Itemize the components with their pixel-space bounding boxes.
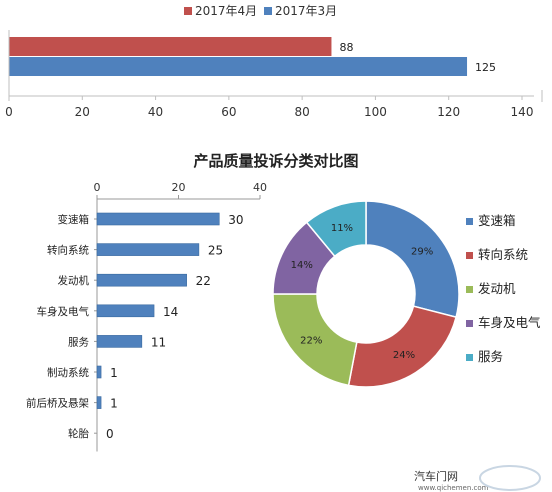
slice-value-label: 14% bbox=[291, 260, 313, 271]
complaint-donut-chart: 29% 24% 22% 14% 11% bbox=[272, 200, 460, 388]
bar bbox=[96, 212, 220, 226]
top-bar-chart: 88 125 0 20 40 60 80 100 120 140 bbox=[5, 30, 543, 119]
bar-value-label: 0 bbox=[106, 427, 114, 441]
category-label: 前后桥及悬架 bbox=[26, 397, 89, 410]
legend-label-apr: 2017年4月 bbox=[195, 4, 257, 18]
category-label: 制动系统 bbox=[47, 366, 89, 379]
x-tick-label: 120 bbox=[437, 105, 460, 119]
watermark-brand: 汽车门网 bbox=[414, 469, 458, 483]
x-tick-label: 0 bbox=[5, 105, 13, 119]
category-label: 发动机 bbox=[58, 274, 90, 287]
bar-value-label: 88 bbox=[339, 41, 353, 54]
bar-value-label: 1 bbox=[110, 366, 118, 380]
category-label: 轮胎 bbox=[68, 427, 89, 440]
bar-value-label: 1 bbox=[110, 397, 118, 411]
bar-mar bbox=[9, 57, 468, 76]
bar-value-label: 125 bbox=[475, 61, 496, 74]
category-label: 车身及电气 bbox=[37, 305, 90, 318]
chart-title: 产品质量投诉分类对比图 bbox=[193, 152, 358, 170]
slice-value-label: 11% bbox=[331, 223, 353, 234]
legend-label: 转向系统 bbox=[478, 247, 528, 262]
watermark-url: www.qichemen.com bbox=[418, 484, 489, 492]
x-tick-label: 100 bbox=[364, 105, 387, 119]
x-tick-label: 20 bbox=[75, 105, 90, 119]
legend-swatch bbox=[466, 252, 473, 259]
legend-swatch bbox=[466, 354, 473, 361]
bar-value-label: 30 bbox=[228, 213, 243, 227]
watermark-logo-icon bbox=[479, 465, 541, 491]
bar bbox=[96, 365, 102, 379]
legend-label: 变速箱 bbox=[478, 213, 516, 228]
legend-swatch-mar bbox=[264, 7, 272, 15]
x-tick-label: 40 bbox=[253, 181, 267, 194]
x-tick-label: 140 bbox=[511, 105, 534, 119]
legend-label: 车身及电气 bbox=[478, 315, 541, 330]
legend-label-mar: 2017年3月 bbox=[275, 4, 337, 18]
bar-apr bbox=[9, 37, 332, 56]
bar-value-label: 11 bbox=[151, 335, 166, 349]
legend-label: 发动机 bbox=[478, 281, 516, 296]
bar bbox=[96, 304, 155, 318]
donut-slice bbox=[305, 200, 367, 258]
category-label: 服务 bbox=[68, 335, 89, 348]
slice-value-label: 29% bbox=[411, 246, 433, 257]
top-legend: 2017年4月 2017年3月 bbox=[184, 4, 337, 18]
legend-swatch bbox=[466, 286, 473, 293]
bar bbox=[96, 243, 200, 256]
x-tick-label: 20 bbox=[172, 181, 186, 194]
slice-value-label: 24% bbox=[393, 350, 415, 361]
x-tick-label: 0 bbox=[94, 181, 101, 194]
watermark: 汽车门网 www.qichemen.com bbox=[414, 465, 541, 492]
x-tick-label: 60 bbox=[221, 105, 236, 119]
donut-slice bbox=[347, 305, 457, 388]
bar-value-label: 22 bbox=[196, 274, 211, 288]
legend-label: 服务 bbox=[478, 349, 503, 364]
bar-value-label: 14 bbox=[163, 305, 178, 319]
x-tick-label: 40 bbox=[148, 105, 163, 119]
category-label: 转向系统 bbox=[47, 244, 89, 257]
legend-swatch bbox=[466, 218, 473, 225]
bar bbox=[96, 273, 187, 287]
bar-value-label: 25 bbox=[208, 244, 223, 258]
complaint-bar-chart: 0 20 40 变速箱 30 转向系统 25 发动机 22 车身及电气 14 服务 11 制动系统 1 前后桥… bbox=[26, 181, 267, 452]
legend-swatch-apr bbox=[184, 7, 192, 15]
x-tick-label: 80 bbox=[295, 105, 310, 119]
bar bbox=[96, 396, 102, 409]
donut-slice bbox=[365, 200, 460, 319]
bar bbox=[96, 335, 143, 348]
category-label: 变速箱 bbox=[58, 213, 90, 226]
legend-swatch bbox=[466, 320, 473, 327]
slice-value-label: 22% bbox=[300, 335, 322, 346]
